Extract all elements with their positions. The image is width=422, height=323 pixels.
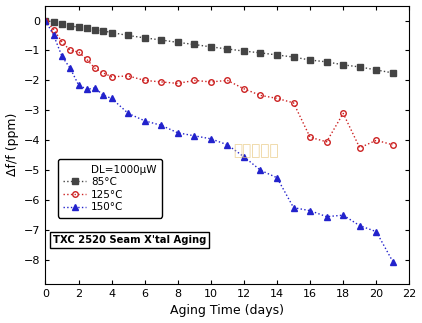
150°C	[109, 97, 114, 100]
150°C	[60, 55, 65, 58]
150°C	[225, 143, 230, 147]
Text: TXC 2520 Seam X'tal Aging: TXC 2520 Seam X'tal Aging	[53, 235, 206, 245]
150°C	[374, 230, 379, 234]
85°C	[84, 26, 89, 30]
85°C	[258, 51, 263, 55]
85°C	[192, 43, 197, 47]
125°C	[308, 135, 313, 139]
85°C	[324, 60, 329, 64]
150°C	[68, 67, 73, 70]
85°C	[390, 71, 395, 75]
125°C	[175, 81, 180, 85]
85°C	[51, 20, 56, 24]
85°C	[357, 65, 362, 69]
150°C	[192, 134, 197, 138]
85°C	[291, 55, 296, 59]
150°C	[291, 206, 296, 210]
125°C	[92, 67, 97, 70]
85°C	[308, 58, 313, 62]
85°C	[43, 19, 48, 23]
125°C	[60, 40, 65, 44]
125°C	[390, 143, 395, 147]
150°C	[308, 209, 313, 213]
150°C	[51, 34, 56, 37]
125°C	[126, 74, 131, 78]
125°C	[159, 80, 164, 84]
125°C	[291, 101, 296, 105]
85°C	[175, 40, 180, 44]
Line: 85°C: 85°C	[43, 18, 395, 76]
125°C	[84, 57, 89, 61]
85°C	[241, 49, 246, 53]
125°C	[76, 50, 81, 54]
Line: 150°C: 150°C	[43, 18, 395, 264]
85°C	[68, 24, 73, 28]
85°C	[159, 38, 164, 42]
125°C	[68, 48, 73, 52]
85°C	[76, 25, 81, 29]
125°C	[109, 75, 114, 79]
125°C	[208, 80, 214, 84]
150°C	[357, 224, 362, 228]
85°C	[92, 27, 97, 31]
125°C	[43, 19, 48, 23]
150°C	[258, 168, 263, 172]
150°C	[142, 119, 147, 123]
85°C	[341, 63, 346, 67]
150°C	[92, 86, 97, 90]
85°C	[126, 34, 131, 37]
Legend: DL=1000μW, 85°C, 125°C, 150°C: DL=1000μW, 85°C, 125°C, 150°C	[58, 159, 162, 218]
150°C	[208, 137, 214, 141]
85°C	[60, 22, 65, 26]
125°C	[225, 78, 230, 82]
125°C	[241, 87, 246, 91]
125°C	[51, 27, 56, 31]
125°C	[192, 78, 197, 82]
150°C	[159, 123, 164, 127]
150°C	[341, 213, 346, 217]
150°C	[84, 88, 89, 91]
85°C	[101, 29, 106, 33]
150°C	[76, 83, 81, 87]
150°C	[324, 215, 329, 219]
150°C	[43, 19, 48, 23]
150°C	[101, 93, 106, 97]
125°C	[357, 146, 362, 150]
150°C	[390, 260, 395, 264]
125°C	[258, 93, 263, 97]
125°C	[324, 140, 329, 144]
125°C	[274, 97, 279, 100]
85°C	[208, 45, 214, 49]
150°C	[126, 111, 131, 115]
125°C	[142, 78, 147, 82]
85°C	[274, 53, 279, 57]
125°C	[341, 111, 346, 115]
X-axis label: Aging Time (days): Aging Time (days)	[170, 305, 284, 318]
85°C	[374, 68, 379, 72]
125°C	[374, 138, 379, 142]
150°C	[175, 131, 180, 135]
85°C	[142, 36, 147, 40]
Text: 金洛鑫电子: 金洛鑫电子	[234, 143, 279, 158]
150°C	[274, 176, 279, 180]
125°C	[101, 71, 106, 75]
Line: 125°C: 125°C	[43, 18, 395, 151]
150°C	[241, 155, 246, 159]
Y-axis label: Δf/f (ppm): Δf/f (ppm)	[5, 113, 19, 176]
85°C	[225, 47, 230, 51]
85°C	[109, 31, 114, 35]
